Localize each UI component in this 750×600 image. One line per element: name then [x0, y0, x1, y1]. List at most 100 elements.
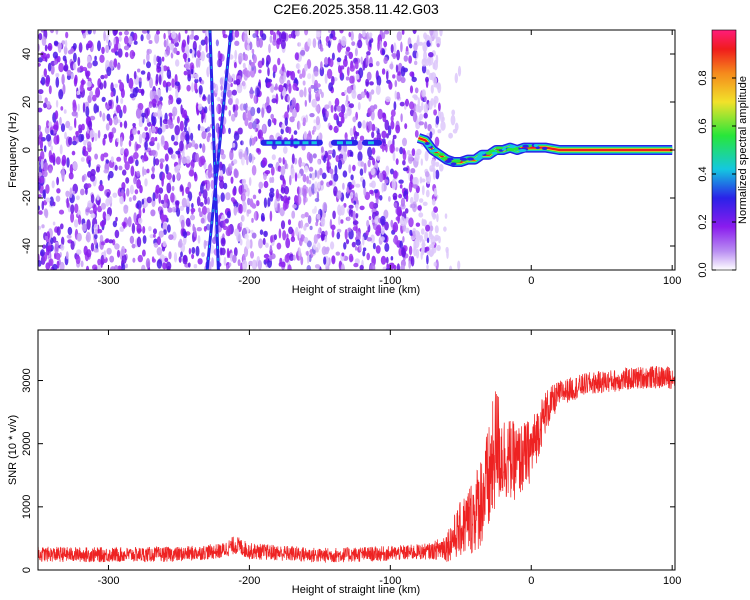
noise-blob: [90, 194, 95, 204]
noise-blob: [298, 157, 303, 168]
noise-blob: [68, 136, 73, 146]
noise-blob: [306, 151, 311, 161]
noise-blob: [413, 191, 419, 203]
noise-blob: [347, 227, 352, 232]
noise-blob: [244, 54, 248, 61]
noise-blob: [345, 76, 350, 81]
noise-blob: [229, 149, 234, 161]
noise-blob: [65, 251, 69, 260]
noise-blob: [322, 201, 328, 212]
signal-blob: [424, 141, 430, 145]
noise-blob: [136, 236, 142, 248]
noise-blob: [430, 235, 436, 246]
noise-blob: [140, 34, 144, 42]
noise-blob: [228, 110, 232, 117]
noise-blob: [343, 58, 348, 67]
noise-blob: [152, 192, 156, 202]
noise-blob: [156, 30, 160, 35]
noise-blob: [142, 235, 147, 244]
noise-blob: [457, 260, 461, 270]
noise-blob: [244, 233, 249, 240]
noise-blob: [45, 134, 52, 142]
noise-blob: [206, 135, 210, 143]
noise-blob: [215, 39, 219, 47]
noise-blob: [151, 98, 157, 107]
noise-blob: [202, 94, 206, 100]
noise-blob: [293, 130, 298, 135]
noise-blob: [308, 166, 314, 172]
noise-blob: [137, 254, 143, 263]
noise-blob: [341, 115, 345, 124]
noise-blob: [156, 247, 163, 256]
noise-blob: [311, 130, 315, 135]
noise-blob: [350, 174, 354, 181]
noise-blob: [329, 125, 333, 131]
noise-blob: [450, 114, 456, 126]
noise-blob: [314, 169, 317, 178]
noise-blob: [163, 32, 166, 40]
noise-blob: [261, 107, 265, 118]
signal-blob: [478, 151, 486, 155]
noise-blob: [246, 44, 250, 52]
noise-blob: [181, 197, 188, 208]
noise-blob: [429, 37, 433, 44]
noise-blob: [348, 253, 354, 263]
noise-blob: [368, 215, 372, 221]
noise-blob: [312, 153, 317, 159]
noise-blob: [369, 38, 372, 48]
signal-blob: [439, 152, 445, 156]
noise-blob: [393, 265, 397, 270]
noise-blob: [290, 167, 295, 179]
noise-blob: [233, 247, 238, 257]
noise-blob: [421, 64, 427, 74]
noise-blob: [232, 187, 237, 196]
noise-blob: [294, 30, 300, 37]
noise-blob: [265, 60, 269, 68]
noise-blob: [294, 157, 298, 165]
noise-blob: [109, 41, 112, 47]
noise-blob: [407, 153, 413, 164]
noise-blob: [220, 247, 226, 256]
noise-blob: [46, 53, 50, 59]
noise-blob: [425, 76, 429, 83]
noise-blob: [395, 216, 400, 221]
noise-blob: [77, 103, 80, 112]
noise-blob: [348, 204, 354, 209]
noise-blob: [342, 182, 345, 190]
noise-blob: [201, 130, 207, 140]
noise-blob: [41, 224, 45, 229]
noise-blob: [400, 264, 405, 270]
noise-blob: [44, 44, 48, 52]
noise-blob: [142, 207, 146, 214]
noise-blob: [432, 169, 436, 180]
noise-blob: [402, 147, 406, 155]
noise-blob: [399, 101, 405, 107]
noise-blob: [82, 32, 87, 39]
noise-blob: [414, 87, 419, 94]
noise-blob: [354, 61, 359, 70]
noise-blob: [200, 183, 204, 194]
noise-blob: [294, 52, 300, 61]
noise-blob: [171, 78, 175, 88]
noise-blob: [335, 251, 340, 256]
noise-blob: [454, 72, 458, 84]
noise-blob: [351, 136, 355, 141]
signal-blob: [447, 157, 454, 161]
noise-blob: [345, 94, 349, 103]
noise-blob: [400, 197, 406, 207]
noise-blob: [219, 170, 224, 177]
snr-frame: [37, 329, 676, 571]
noise-blob: [341, 92, 346, 96]
noise-blob: [202, 143, 206, 154]
signal-blob: [522, 144, 529, 148]
noise-blob: [320, 180, 324, 186]
noise-blob: [290, 70, 296, 81]
noise-blob: [187, 57, 191, 63]
noise-blob: [284, 159, 287, 170]
noise-blob: [187, 69, 191, 78]
noise-blob: [307, 38, 312, 47]
noise-blob: [267, 163, 274, 168]
noise-blob: [119, 196, 124, 205]
noise-blob: [126, 73, 130, 84]
noise-blob: [140, 70, 146, 75]
